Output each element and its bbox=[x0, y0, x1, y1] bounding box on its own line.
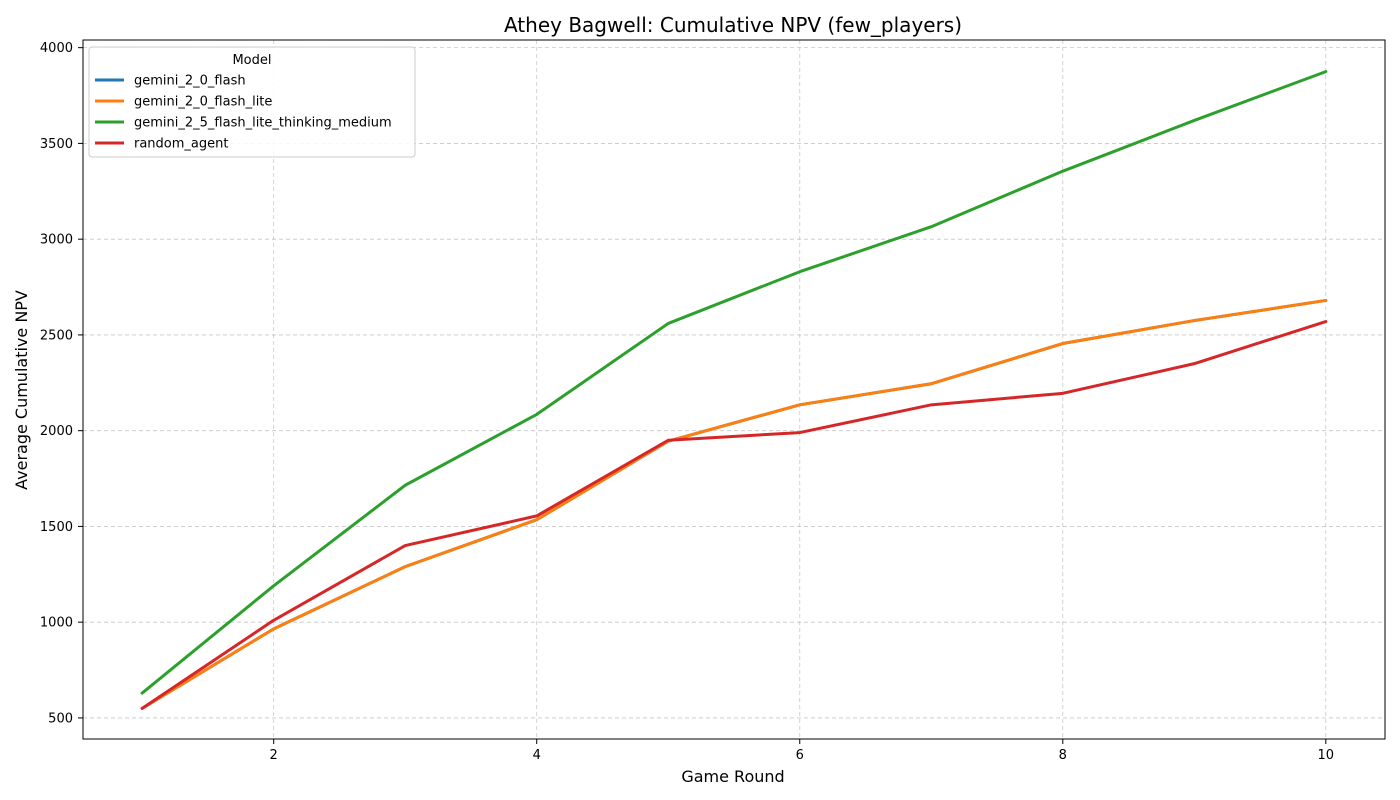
y-tick-label: 2500 bbox=[40, 328, 73, 343]
legend-label: gemini_2_0_flash_lite bbox=[134, 95, 272, 110]
legend-box bbox=[88, 46, 416, 158]
x-tick-label: 6 bbox=[796, 748, 804, 763]
y-tick-label: 3500 bbox=[40, 137, 73, 152]
series-line-gemini-2-5-flash-lite-thinking-medium bbox=[140, 70, 1328, 695]
legend-entries: gemini_2_0_flash gemini_2_0_flash_litegem… bbox=[95, 74, 392, 152]
series-lines bbox=[140, 70, 1328, 710]
legend-label: random_agent bbox=[134, 137, 228, 152]
axis-ticks: 2 4 6 8 10 500 1000 1500 2000 2500 3000 3500 4000 bbox=[40, 41, 1334, 763]
y-tick-label: 1500 bbox=[40, 520, 73, 535]
legend-label: gemini_2_5_flash_lite_thinking_medium bbox=[134, 116, 392, 131]
y-tick-label: 500 bbox=[48, 711, 73, 726]
x-tick-label: 8 bbox=[1059, 748, 1067, 763]
grid-lines bbox=[83, 40, 1385, 739]
x-tick-label: 4 bbox=[533, 748, 541, 763]
plot-area-frame bbox=[82, 39, 1386, 740]
series-line-gemini-2-0-flash-lite bbox=[140, 298, 1328, 710]
series-line-random-agent bbox=[140, 320, 1328, 710]
y-tick-label: 1000 bbox=[40, 616, 73, 631]
legend: Model gemini_2_0_flash gemini_2_0_flash_l… bbox=[88, 46, 416, 158]
x-axis-label: Game Round bbox=[681, 767, 784, 786]
chart-title: Athey Bagwell: Cumulative NPV (few_playe… bbox=[504, 13, 962, 37]
legend-title: Model bbox=[232, 53, 271, 68]
y-tick-label: 2000 bbox=[40, 424, 73, 439]
y-tick-label: 3000 bbox=[40, 233, 73, 248]
legend-label: gemini_2_0_flash bbox=[134, 74, 246, 89]
series-line-gemini-2-0-flash bbox=[140, 298, 1328, 710]
x-tick-label: 10 bbox=[1318, 748, 1335, 763]
x-tick-label: 2 bbox=[270, 748, 278, 763]
y-tick-label: 4000 bbox=[40, 41, 73, 56]
y-axis-label: Average Cumulative NPV bbox=[12, 290, 31, 490]
